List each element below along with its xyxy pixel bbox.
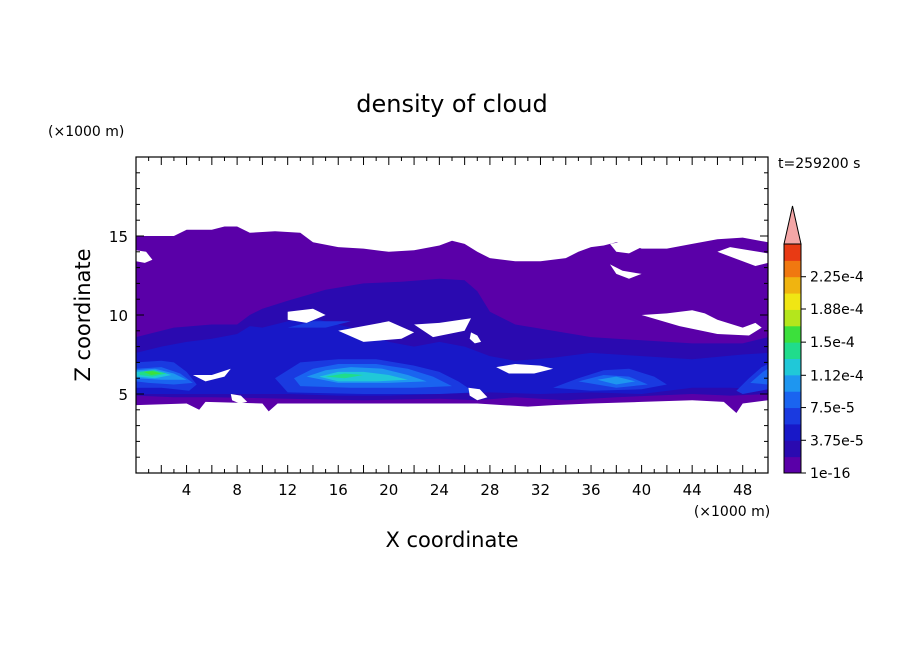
colorbar-tick-label: 3.75e-5 (810, 433, 864, 449)
cloud-free-gap (717, 247, 768, 266)
cloud-level-5-region (750, 368, 768, 385)
cloud-free-gap (192, 368, 231, 382)
colorbar-segment (784, 293, 801, 310)
cloud-level-6-region (597, 376, 636, 385)
colorbar-segment (784, 391, 801, 409)
colorbar-segment (784, 276, 801, 294)
cloud-free-gap (641, 310, 762, 336)
x-tick-label: 4 (182, 481, 192, 499)
cloud-free-gap (136, 250, 153, 263)
colorbar-segment (784, 260, 801, 278)
colorbar-tick-label: 7.5e-5 (810, 401, 855, 417)
colorbar-tick-label: 1.12e-4 (810, 368, 864, 384)
colorbar-segment (784, 309, 801, 327)
x-tick-label: 40 (632, 481, 651, 499)
colorbar-tick-label: 1.88e-4 (810, 302, 864, 318)
y-tick-label: 15 (109, 228, 128, 246)
colorbar-segment (784, 456, 801, 474)
cloud-level-4-region (287, 321, 351, 328)
cloud-density-field (136, 226, 768, 413)
colorbar-tick-label: 1.5e-4 (810, 335, 855, 351)
y-tick-label: 5 (118, 386, 128, 404)
x-tick-label: 16 (329, 481, 348, 499)
colorbar-extend-arrow (783, 205, 802, 245)
x-tick-label: 12 (278, 481, 297, 499)
time-label: t=259200 s (778, 156, 860, 172)
x-tick-label: 44 (683, 481, 702, 499)
x-tick-label: 8 (232, 481, 242, 499)
colorbar-tick-label: 1e-16 (810, 466, 850, 482)
cloud-level-9-region (143, 371, 162, 375)
colorbar-segment (784, 440, 801, 458)
colorbar-segment (784, 244, 801, 261)
cloud-free-gap (610, 240, 642, 254)
cloud-level-4-region (736, 364, 768, 394)
y-axis-unit: (×1000 m) (48, 124, 124, 140)
colorbar: 2.25e-4 1.88e-4 1.5e-4 1.12e-4 7.5e-5 3.75e-5… (783, 205, 864, 482)
x-tick-label: 48 (733, 481, 752, 499)
colorbar-segment (784, 374, 801, 392)
y-axis-label: Z coordinate (71, 248, 95, 381)
colorbar-tick-label: 2.25e-4 (810, 270, 864, 286)
cloud-free-gap (414, 318, 471, 338)
x-axis-ticks: 4 8 12 16 20 24 28 32 36 40 44 48 (148, 157, 756, 499)
cloud-free-gap (230, 394, 248, 404)
cloud-free-gap (338, 321, 415, 342)
x-tick-label: 36 (581, 481, 600, 499)
colorbar-segment (784, 325, 801, 343)
x-tick-label: 28 (480, 481, 499, 499)
colorbar-segment (784, 342, 801, 359)
colorbar-segment (784, 423, 801, 441)
colorbar-frame (783, 243, 802, 474)
x-tick-label: 24 (430, 481, 449, 499)
cloud-free-gap (468, 387, 488, 401)
y-axis-ticks: 5 10 15 (109, 172, 768, 458)
x-axis-label: X coordinate (385, 528, 518, 552)
cloud-free-gap (610, 264, 642, 279)
cloud-free-gap (287, 308, 326, 323)
colorbar-segment (784, 407, 801, 425)
x-axis-unit: (×1000 m) (694, 504, 770, 520)
cloud-free-gap (469, 332, 482, 344)
y-tick-label: 10 (109, 307, 128, 325)
x-tick-label: 32 (531, 481, 550, 499)
colorbar-segment (784, 358, 801, 376)
cloud-free-gap (496, 364, 554, 374)
chart-title: density of cloud (356, 90, 547, 118)
x-tick-label: 20 (379, 481, 398, 499)
cloud-level-8-region (325, 373, 364, 379)
